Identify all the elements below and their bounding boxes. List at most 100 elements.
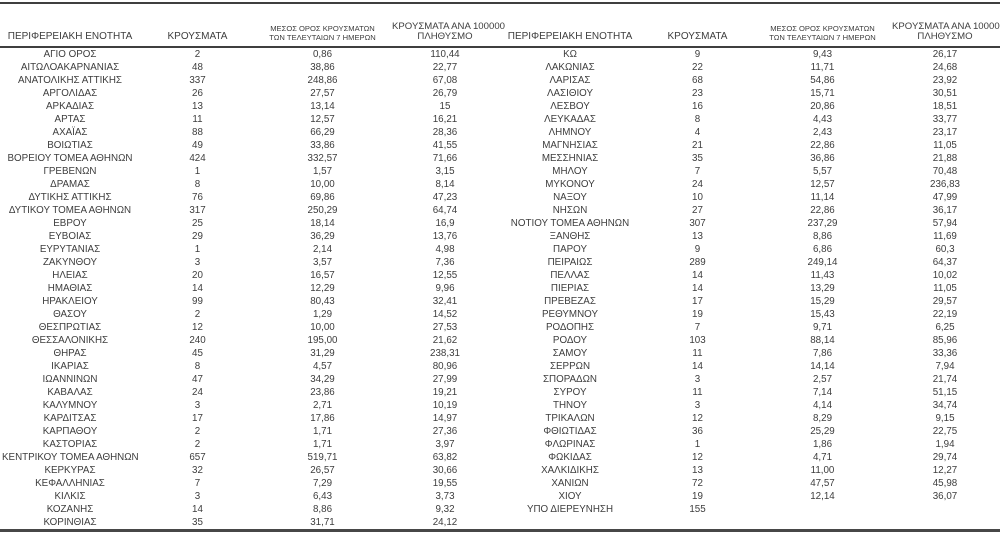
regional-cases-report: ΠΕΡΙΦΕΡΕΙΑΚΗ ΕΝΟΤΗΤΑ ΚΡΟΥΣΜΑΤΑ ΜΕΣΟΣ ΟΡΟ… bbox=[0, 2, 1000, 532]
column-header-per100k-right: ΚΡΟΥΣΜΑΤΑ ΑΝΑ 100000 ΠΛΗΘΥΣΜΟ bbox=[890, 4, 1000, 47]
cell-cases-right: 21 bbox=[692, 140, 703, 151]
top-border-line bbox=[0, 2, 1000, 4]
cell-cases-left: 12 bbox=[192, 322, 203, 333]
cell-region-right: ΛΑΣΙΘΙΟΥ bbox=[546, 88, 594, 99]
cell-cases-left: 45 bbox=[192, 348, 203, 359]
cell-avg7-right: 15,71 bbox=[810, 88, 835, 99]
cell-region-right: ΡΟΔΟΥ bbox=[552, 335, 588, 346]
cell-cases-left: 1 bbox=[194, 166, 201, 177]
table-row: ΘΕΣΣΑΛΟΝΙΚΗΣ 240 195,00 21,62 ΡΟΔΟΥ 103 88,14 8… bbox=[0, 334, 1000, 347]
cell-avg7-left: 1,57 bbox=[312, 166, 333, 177]
cell-region-left: ΖΑΚΥΝΘΟΥ bbox=[42, 257, 98, 268]
table-row: ΚΕΝΤΡΙΚΟΥ ΤΟΜΕΑ ΑΘΗΝΩΝ 657 519,71 63,82 ΦΩΚΙ… bbox=[0, 451, 1000, 464]
cell-cases-left: 11 bbox=[192, 114, 203, 125]
cell-per100k-right: 47,99 bbox=[932, 192, 958, 203]
cell-cases-left: 2 bbox=[194, 426, 201, 437]
cell-per100k-left: 19,21 bbox=[432, 387, 458, 398]
cell-per100k-left: 7,36 bbox=[435, 257, 455, 268]
cell-cases-left: 13 bbox=[192, 101, 203, 112]
cell-per100k-left: 3,73 bbox=[435, 491, 455, 502]
cell-avg7-right: 4,43 bbox=[812, 114, 833, 125]
cell-per100k-right bbox=[890, 516, 1000, 531]
cell-avg7-right: 249,14 bbox=[807, 257, 838, 268]
cell-region-right: ΧΑΛΚΙΔΙΚΗΣ bbox=[541, 465, 599, 476]
cell-cases-right: 10 bbox=[692, 192, 703, 203]
table-row: ΚΟΡΙΝΘΙΑΣ 35 31,71 24,12 bbox=[0, 516, 1000, 531]
cell-avg7-left: 27,57 bbox=[310, 88, 335, 99]
cell-cases-left: 1 bbox=[194, 244, 201, 255]
table-row: ΕΥΒΟΙΑΣ 29 36,29 13,76 ΞΑΝΘΗΣ 13 8,86 11,69 bbox=[0, 230, 1000, 243]
cell-region-right: ΞΑΝΘΗΣ bbox=[549, 231, 591, 242]
table-row: ΔΥΤΙΚΟΥ ΤΟΜΕΑ ΑΘΗΝΩΝ 317 250,29 64,74 ΝΗΣΩΝ 2… bbox=[0, 204, 1000, 217]
cell-per100k-right: 1,94 bbox=[935, 439, 955, 450]
cell-avg7-right: 11,00 bbox=[810, 465, 835, 476]
cell-per100k-left: 12,55 bbox=[432, 270, 458, 281]
cell-per100k-right: 24,68 bbox=[932, 62, 958, 73]
table-row: ΘΗΡΑΣ 45 31,29 238,31 ΣΑΜΟΥ 11 7,86 33,36 bbox=[0, 347, 1000, 360]
cell-region-right: ΛΑΚΩΝΙΑΣ bbox=[545, 62, 595, 73]
cell-avg7-right: 8,86 bbox=[812, 231, 833, 242]
cell-cases-left: 35 bbox=[192, 517, 203, 528]
cell-per100k-right: 22,75 bbox=[932, 426, 958, 437]
cell-per100k-left: 21,62 bbox=[432, 335, 458, 346]
cell-per100k-left: 27,36 bbox=[432, 426, 458, 437]
cell-region-left: ΑΙΤΩΛΟΑΚΑΡΝΑΝΙΑΣ bbox=[20, 62, 120, 73]
cell-avg7-right: 11,14 bbox=[810, 192, 835, 203]
cell-per100k-left: 16,21 bbox=[432, 114, 458, 125]
cell-per100k-left: 4,98 bbox=[435, 244, 455, 255]
cell-region-left: ΑΡΚΑΔΙΑΣ bbox=[46, 101, 94, 112]
cell-region-left: ΙΚΑΡΙΑΣ bbox=[51, 361, 89, 372]
cell-region-right: ΠΕΙΡΑΙΩΣ bbox=[547, 257, 593, 268]
cell-avg7-right: 15,29 bbox=[810, 296, 835, 307]
column-header-per100k-right-line2: ΠΛΗΘΥΣΜΟ bbox=[917, 31, 973, 42]
cell-avg7-right bbox=[755, 516, 890, 531]
cell-per100k-right: 11,05 bbox=[933, 140, 957, 151]
column-header-per100k-left-line1: ΚΡΟΥΣΜΑΤΑ ΑΝΑ 100000 bbox=[392, 21, 505, 32]
cell-per100k-left: 14,97 bbox=[432, 413, 458, 424]
cell-region-right: ΜΕΣΣΗΝΙΑΣ bbox=[541, 153, 599, 164]
cell-per100k-left: 28,36 bbox=[432, 127, 458, 138]
cell-cases-right: 103 bbox=[689, 335, 706, 346]
table-row: ΑΓΙΟ ΟΡΟΣ 2 0,86 110,44 ΚΩ 9 9,43 26,17 bbox=[0, 47, 1000, 61]
cell-cases-left: 8 bbox=[194, 179, 201, 190]
table-body: ΑΓΙΟ ΟΡΟΣ 2 0,86 110,44 ΚΩ 9 9,43 26,17 ΑΙΤΩΛΟΑΚ… bbox=[0, 47, 1000, 531]
cell-avg7-right: 237,29 bbox=[807, 218, 838, 229]
table-row: ΑΡΚΑΔΙΑΣ 13 13,14 15 ΛΕΣΒΟΥ 16 20,86 18,51 bbox=[0, 100, 1000, 113]
cell-cases-right: 7 bbox=[694, 322, 701, 333]
cell-region-left: ΚΑΡΠΑΘΟΥ bbox=[42, 426, 98, 437]
table-row: ΚΕΦΑΛΛΗΝΙΑΣ 7 7,29 19,55 ΧΑΝΙΩΝ 72 47,57 45,98 bbox=[0, 477, 1000, 490]
cell-avg7-left: 13,14 bbox=[310, 101, 335, 112]
table-row: ΒΟΙΩΤΙΑΣ 49 33,86 41,55 ΜΑΓΝΗΣΙΑΣ 21 22,86 11,0… bbox=[0, 139, 1000, 152]
cell-per100k-right bbox=[890, 503, 1000, 516]
cell-region-right bbox=[500, 516, 640, 531]
cell-per100k-right: 21,88 bbox=[932, 153, 958, 164]
cell-cases-right: 11 bbox=[692, 387, 703, 398]
cell-per100k-right: 10,02 bbox=[932, 270, 958, 281]
cell-per100k-left: 3,15 bbox=[435, 166, 455, 177]
cell-per100k-left: 47,23 bbox=[432, 192, 458, 203]
cell-avg7-right: 15,43 bbox=[810, 309, 835, 320]
cell-region-left: ΚΕΡΚΥΡΑΣ bbox=[44, 465, 96, 476]
cell-per100k-left: 63,82 bbox=[432, 452, 458, 463]
cell-avg7-right: 4,71 bbox=[812, 452, 833, 463]
table-row: ΚΕΡΚΥΡΑΣ 32 26,57 30,66 ΧΑΛΚΙΔΙΚΗΣ 13 11,00 12,… bbox=[0, 464, 1000, 477]
cell-avg7-right: 2,57 bbox=[812, 374, 833, 385]
cell-per100k-left: 27,53 bbox=[432, 322, 458, 333]
cell-cases-left: 337 bbox=[189, 75, 206, 86]
cell-cases-left: 14 bbox=[192, 283, 203, 294]
column-header-avg7-right-line2: ΤΩΝ ΤΕΛΕΥΤΑΙΩΝ 7 ΗΜΕΡΩΝ bbox=[769, 32, 876, 42]
cell-cases-left: 7 bbox=[194, 478, 201, 489]
cell-region-right: ΠΙΕΡΙΑΣ bbox=[550, 283, 590, 294]
cell-per100k-left: 22,77 bbox=[432, 62, 458, 73]
cell-cases-left: 29 bbox=[192, 231, 203, 242]
cell-cases-left: 47 bbox=[192, 374, 203, 385]
cell-per100k-right: 60,3 bbox=[935, 244, 955, 255]
cell-avg7-left: 31,29 bbox=[310, 348, 335, 359]
column-header-cases-left: ΚΡΟΥΣΜΑΤΑ bbox=[167, 31, 228, 42]
cell-per100k-right: 6,25 bbox=[935, 322, 955, 333]
cell-per100k-right: 57,94 bbox=[932, 218, 958, 229]
cases-table: ΠΕΡΙΦΕΡΕΙΑΚΗ ΕΝΟΤΗΤΑ ΚΡΟΥΣΜΑΤΑ ΜΕΣΟΣ ΟΡΟ… bbox=[0, 4, 1000, 532]
table-row: ΗΡΑΚΛΕΙΟΥ 99 80,43 32,41 ΠΡΕΒΕΖΑΣ 17 15,29 29,5… bbox=[0, 295, 1000, 308]
cell-cases-right: 4 bbox=[694, 127, 701, 138]
cell-per100k-left: 26,79 bbox=[432, 88, 458, 99]
